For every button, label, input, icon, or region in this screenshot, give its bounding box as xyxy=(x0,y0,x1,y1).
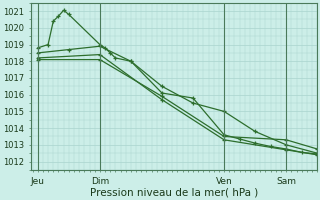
X-axis label: Pression niveau de la mer( hPa ): Pression niveau de la mer( hPa ) xyxy=(90,187,258,197)
